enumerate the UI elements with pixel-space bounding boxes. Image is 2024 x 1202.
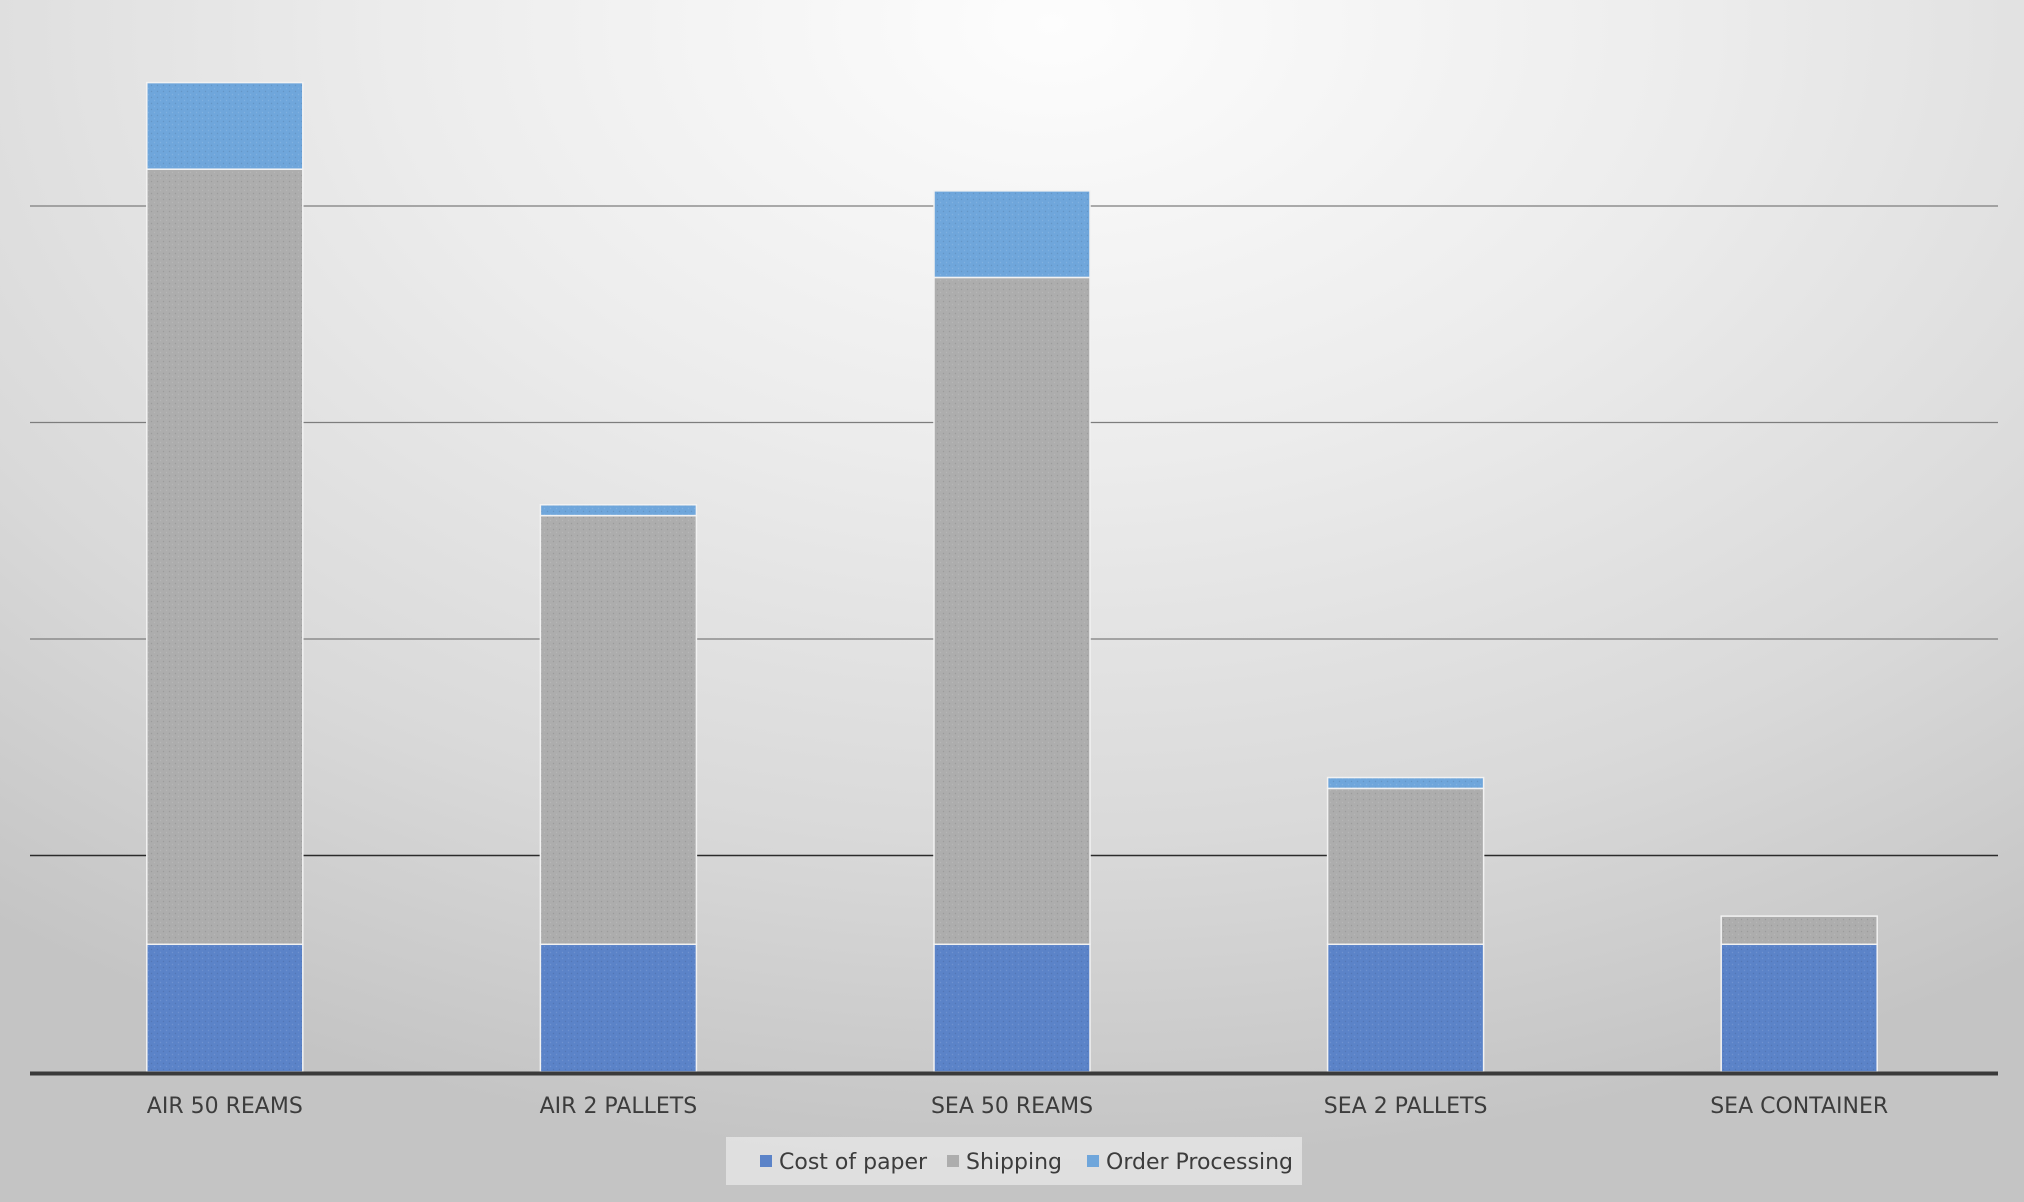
bar-segment-order-processing: [933, 190, 1091, 279]
bar-segment-order-processing: [1326, 776, 1485, 790]
legend: Cost of paper Shipping Order Processing: [726, 1137, 1302, 1185]
category-labels: AIR 50 REAMS AIR 2 PALLETS SEA 50 REAMS SEA…: [147, 1094, 1888, 1119]
legend-item-order-processing: Order Processing: [1087, 1150, 1293, 1175]
legend-item-cost-of-paper: Cost of paper: [760, 1150, 928, 1175]
bar-segment-cost-of-paper: [933, 943, 1091, 1073]
category-label: SEA 50 REAMS: [931, 1094, 1093, 1119]
bar-segment-shipping: [1720, 915, 1878, 946]
bar-segment-shipping: [539, 514, 698, 946]
legend-label: Order Processing: [1106, 1150, 1293, 1175]
legend-swatch: [947, 1155, 959, 1167]
legend-background: [726, 1137, 1302, 1185]
bar-segment-order-processing: [146, 81, 304, 170]
bar-segment-cost-of-paper: [539, 943, 698, 1073]
legend-label: Cost of paper: [779, 1150, 928, 1175]
legend-item-shipping: Shipping: [947, 1150, 1062, 1175]
bar-segment-shipping: [1326, 787, 1485, 946]
legend-label: Shipping: [966, 1150, 1062, 1175]
category-label: AIR 2 PALLETS: [540, 1094, 698, 1119]
bar-segment-shipping: [933, 276, 1091, 946]
bar-segment-shipping: [146, 168, 304, 946]
bars: [146, 81, 1878, 1073]
bar-segment-cost-of-paper: [1326, 943, 1485, 1073]
bar-segment-order-processing: [539, 504, 698, 517]
bar-segment-cost-of-paper: [146, 943, 304, 1073]
category-label: SEA CONTAINER: [1710, 1094, 1888, 1119]
legend-swatch: [760, 1155, 772, 1167]
category-label: AIR 50 REAMS: [147, 1094, 303, 1119]
category-label: SEA 2 PALLETS: [1324, 1094, 1488, 1119]
bar-segment-cost-of-paper: [1720, 943, 1878, 1073]
legend-swatch: [1087, 1155, 1099, 1167]
